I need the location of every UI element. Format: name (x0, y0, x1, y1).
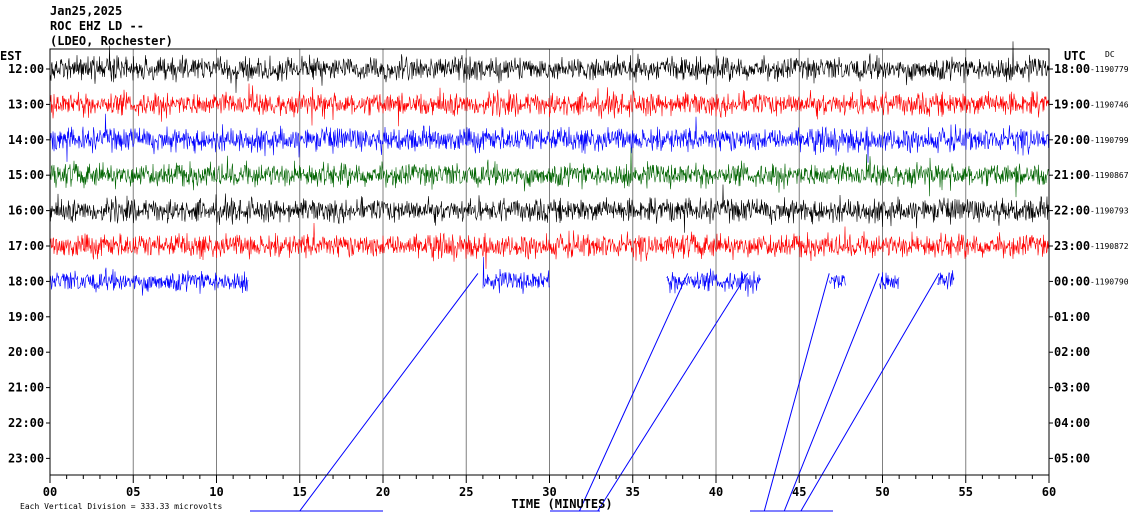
est-label: 19:00 (8, 310, 44, 324)
dc-offset: -1190799 (1090, 136, 1129, 145)
x-axis-ticks: 00 05 10 15 20 25 30 35 40 45 50 55 60 (43, 475, 1056, 499)
trace-row (49, 147, 1050, 198)
est-label: 12:00 (8, 62, 44, 76)
x-tick-label: 00 (43, 485, 57, 499)
trace-row (49, 256, 955, 297)
x-axis-title: TIME (MINUTES) (511, 497, 612, 511)
utc-label: 21:00 (1054, 168, 1090, 182)
pick-line (800, 273, 940, 512)
dc-offset: -1190867 (1090, 171, 1129, 180)
utc-label: 03:00 (1054, 381, 1090, 395)
event-pick-lines (299, 273, 940, 512)
pick-line (579, 273, 689, 512)
trace-row (49, 41, 1050, 93)
dc-offset: -1190746 (1090, 100, 1129, 109)
utc-label: 23:00 (1054, 239, 1090, 253)
x-tick-label: 60 (1042, 485, 1056, 499)
x-tick-label: 15 (293, 485, 307, 499)
x-tick-label: 30 (542, 485, 556, 499)
est-label: 20:00 (8, 345, 44, 359)
x-tick-label: 05 (126, 485, 140, 499)
x-tick-label: 20 (376, 485, 390, 499)
dc-offset: -1190793 (1090, 207, 1129, 216)
dc-label: DC (1105, 50, 1115, 59)
x-tick-label: 25 (459, 485, 473, 499)
est-axis-label: EST (0, 49, 22, 63)
utc-label: 20:00 (1054, 133, 1090, 147)
header-location: (LDEO, Rochester) (50, 34, 173, 48)
trace-row (49, 113, 1050, 163)
vertical-gridlines (132, 49, 967, 475)
pick-line (763, 273, 830, 512)
utc-label: 00:00 (1054, 274, 1090, 288)
x-tick-label: 50 (875, 485, 889, 499)
pick-line (597, 273, 749, 512)
scale-note: Each Vertical Division = 333.33 microvol… (20, 502, 222, 511)
utc-label: 19:00 (1054, 97, 1090, 111)
est-label: 13:00 (8, 97, 44, 111)
x-tick-label: 10 (209, 485, 223, 499)
pick-line (783, 273, 880, 512)
trace-row (49, 184, 1050, 233)
pick-line (299, 273, 479, 512)
est-label: 16:00 (8, 204, 44, 218)
est-label: 17:00 (8, 239, 44, 253)
est-label: 15:00 (8, 168, 44, 182)
est-label: 22:00 (8, 416, 44, 430)
x-tick-label: 40 (709, 485, 723, 499)
utc-label: 04:00 (1054, 416, 1090, 430)
utc-label: 22:00 (1054, 204, 1090, 218)
est-label: 14:00 (8, 133, 44, 147)
utc-label: 05:00 (1054, 451, 1090, 465)
est-label: 21:00 (8, 381, 44, 395)
est-label: 18:00 (8, 274, 44, 288)
dc-offset: -1190779 (1090, 65, 1129, 74)
x-tick-label: 35 (626, 485, 640, 499)
trace-row (49, 83, 1050, 127)
dc-offset: -1190790 (1090, 277, 1129, 286)
utc-label: 18:00 (1054, 62, 1090, 76)
dc-offset: -1190872 (1090, 242, 1129, 251)
utc-axis-label: UTC (1064, 49, 1086, 63)
header-date: Jan25,2025 (50, 4, 122, 18)
est-label: 23:00 (8, 451, 44, 465)
x-tick-label: 45 (792, 485, 806, 499)
trace-row (49, 222, 1050, 269)
header-station: ROC EHZ LD -- (50, 19, 144, 33)
seismic-traces (49, 41, 1050, 297)
x-tick-label: 55 (959, 485, 973, 499)
utc-label: 01:00 (1054, 310, 1090, 324)
utc-label: 02:00 (1054, 345, 1090, 359)
